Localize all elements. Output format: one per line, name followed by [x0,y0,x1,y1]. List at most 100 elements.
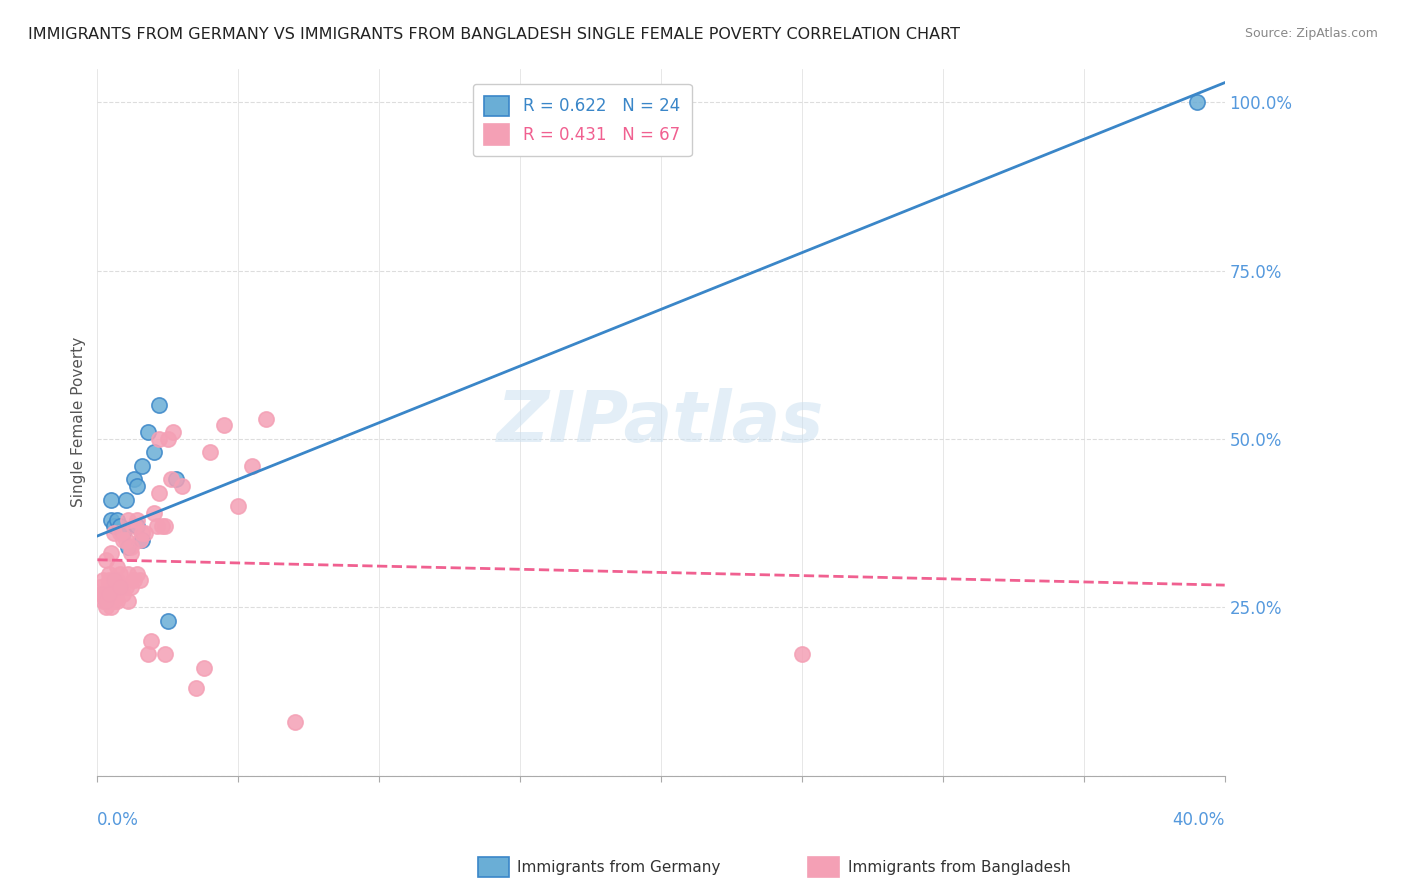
Point [94,587,117,601]
Point [139,634,162,648]
Point [100,492,122,507]
Point [94,600,117,615]
Point [89,580,111,594]
Point [117,593,139,607]
Point [240,458,263,473]
Text: IMMIGRANTS FROM GERMANY VS IMMIGRANTS FROM BANGLADESH SINGLE FEMALE POVERTY CORR: IMMIGRANTS FROM GERMANY VS IMMIGRANTS FR… [28,27,960,42]
Point [125,519,148,533]
Point [100,546,122,560]
Point [103,519,125,533]
Point [103,593,125,607]
Point [125,513,148,527]
Y-axis label: Single Female Poverty: Single Female Poverty [72,337,86,508]
Text: Immigrants from Germany: Immigrants from Germany [517,860,721,874]
Point [108,580,131,594]
Point [122,519,145,533]
Point [134,526,156,541]
Point [105,559,128,574]
Point [284,714,307,729]
Point [100,600,122,615]
Text: 40.0%: 40.0% [1173,811,1225,829]
Point [94,593,117,607]
Point [120,546,142,560]
Point [122,574,145,588]
Point [120,580,142,594]
Point [193,661,215,675]
Point [170,479,193,493]
Point [128,533,150,547]
Point [156,614,179,628]
Point [120,540,142,554]
Point [105,574,128,588]
Point [114,533,136,547]
Point [131,526,153,541]
Text: 0.0%: 0.0% [97,811,139,829]
Point [108,566,131,581]
Point [91,587,114,601]
Point [105,593,128,607]
Point [125,566,148,581]
Point [131,458,153,473]
Point [97,574,120,588]
Point [142,506,165,520]
Point [100,587,122,601]
Point [97,587,120,601]
Point [148,432,170,446]
Point [103,580,125,594]
Text: Source: ZipAtlas.com: Source: ZipAtlas.com [1244,27,1378,40]
Point [111,526,134,541]
Point [91,587,114,601]
Point [114,580,136,594]
Point [142,445,165,459]
Point [89,587,111,601]
Point [117,540,139,554]
Point [226,500,249,514]
Point [212,418,235,433]
Point [156,432,179,446]
Point [111,533,134,547]
Point [122,472,145,486]
Point [103,574,125,588]
Text: Immigrants from Bangladesh: Immigrants from Bangladesh [848,860,1070,874]
Point [131,533,153,547]
Point [97,587,120,601]
Point [136,425,159,439]
Point [136,648,159,662]
Point [165,472,187,486]
Point [100,513,122,527]
Point [103,574,125,588]
Point [117,513,139,527]
Point [97,566,120,581]
Point [94,553,117,567]
Point [162,425,184,439]
Point [184,681,207,695]
Point [198,445,221,459]
Point [108,519,131,533]
Point [790,648,813,662]
Point [1185,95,1208,110]
Point [159,472,181,486]
Point [150,519,173,533]
Point [148,485,170,500]
Point [91,593,114,607]
Text: ZIPatlas: ZIPatlas [498,387,825,457]
Legend: R = 0.622   N = 24, R = 0.431   N = 67: R = 0.622 N = 24, R = 0.431 N = 67 [472,84,692,156]
Point [128,574,150,588]
Point [111,587,134,601]
Point [148,398,170,412]
Point [153,648,176,662]
Point [94,593,117,607]
Point [103,526,125,541]
Point [256,411,278,425]
Point [108,580,131,594]
Point [108,526,131,541]
Point [145,519,167,533]
Point [153,519,176,533]
Point [97,580,120,594]
Point [125,479,148,493]
Point [105,513,128,527]
Point [117,566,139,581]
Point [100,593,122,607]
Point [114,492,136,507]
Point [91,574,114,588]
